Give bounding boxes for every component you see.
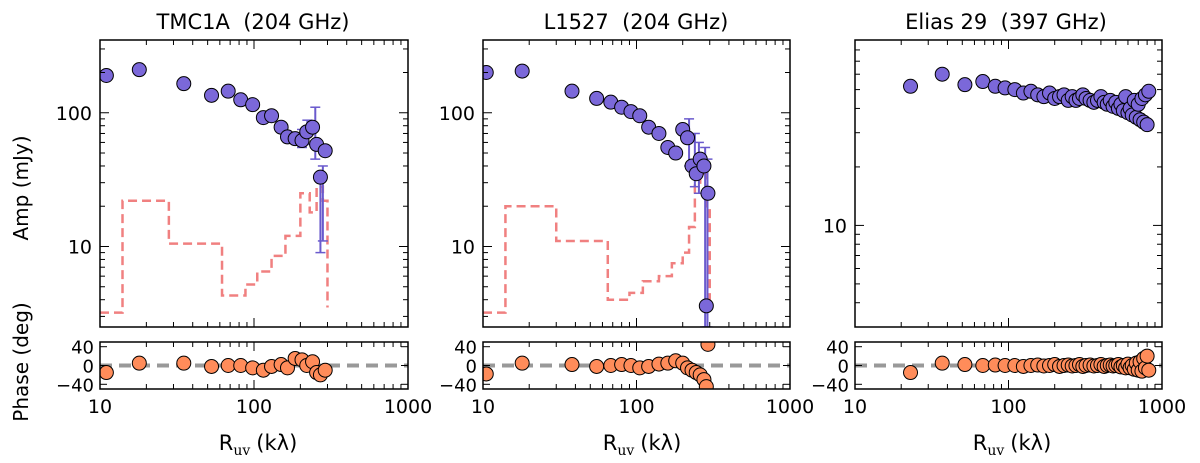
phase-point (589, 358, 605, 374)
data-point (317, 143, 333, 159)
svg-text:Ruv(kλ): Ruv (kλ) (219, 431, 298, 459)
x-tick-label: 100 (990, 396, 1026, 418)
amp-plot-area (903, 66, 1157, 133)
data-point (589, 90, 605, 106)
phase-point (934, 355, 950, 371)
amp-plot-area (483, 63, 716, 327)
xaxis-label-elias29: Ruv (kλ) (973, 431, 1052, 459)
panel-title-tmc1a: TMC1A (204 GHz) (156, 10, 350, 34)
data-point (220, 83, 236, 99)
phase-point (220, 358, 236, 373)
phase-tick-label: −40 (56, 375, 94, 396)
x-tick-label: 1000 (766, 396, 814, 418)
phase-point (100, 365, 114, 381)
xaxis-label-l1527: Ruv (kλ) (603, 431, 682, 459)
phase-tick-label: 40 (71, 338, 94, 359)
data-point (245, 97, 261, 113)
data-point (483, 65, 494, 80)
x-tick-label: 100 (236, 396, 272, 418)
x-tick-label: 10 (471, 396, 495, 418)
x-tick-label: 100 (618, 396, 654, 418)
amp-tick-label: 10 (68, 236, 92, 258)
data-point (700, 185, 716, 201)
data-point (100, 67, 114, 83)
data-point (1141, 83, 1157, 99)
phase-point (1139, 348, 1155, 364)
phase-tick-label: −40 (439, 375, 477, 396)
data-point (934, 66, 950, 82)
data-point (698, 298, 714, 314)
model-step-line (100, 185, 329, 314)
data-point (131, 62, 147, 78)
phase-point (975, 358, 991, 373)
phase-tick-label: 0 (83, 357, 94, 378)
data-point (176, 76, 192, 92)
phase-point (317, 362, 333, 378)
phase-point (514, 355, 530, 371)
phase-plot-area (855, 348, 1162, 381)
phase-tick-label: −40 (811, 375, 849, 396)
data-point (264, 108, 280, 124)
data-point (651, 125, 667, 141)
data-point (514, 63, 530, 79)
data-point (564, 83, 580, 99)
data-point (632, 108, 648, 124)
data-point (957, 77, 973, 93)
data-point (1139, 117, 1155, 133)
x-tick-label: 10 (843, 396, 867, 418)
phase-axis-label: Phase (deg) (9, 302, 33, 421)
data-point (696, 158, 712, 174)
amp-axes-frame (482, 39, 791, 328)
phase-point (903, 365, 919, 381)
phase-tick-label: 40 (826, 338, 849, 359)
phase-point (176, 355, 192, 371)
phase-point (700, 342, 716, 352)
data-point (204, 87, 220, 103)
phase-point (131, 355, 147, 371)
amp-tick-label: 100 (439, 103, 475, 125)
data-point (668, 145, 684, 161)
model-step-line (483, 172, 711, 314)
data-point (975, 74, 991, 90)
amp-tick-label: 100 (56, 103, 92, 125)
phase-point (564, 357, 580, 373)
svg-text:Ruv(kλ): Ruv (kλ) (603, 431, 682, 459)
phase-point (957, 357, 973, 373)
x-tick-label: 1000 (384, 396, 432, 418)
amp-plot-area (100, 62, 333, 314)
data-point (305, 119, 321, 135)
amp-tick-label: 10 (823, 215, 847, 237)
phase-point (204, 358, 220, 374)
x-tick-label: 1000 (1138, 396, 1186, 418)
data-point (312, 169, 328, 185)
xaxis-label-tmc1a: Ruv (kλ) (219, 431, 298, 459)
phase-point (483, 366, 494, 382)
phase-point (1141, 362, 1157, 378)
phase-plot-area (100, 350, 408, 383)
phase-tick-label: 0 (466, 357, 477, 378)
panel-title-l1527: L1527 (204 GHz) (544, 10, 729, 34)
amp-axis-label: Amp (mJy) (9, 135, 33, 240)
data-point (903, 78, 919, 94)
x-tick-label: 10 (88, 396, 112, 418)
phase-tick-label: 40 (454, 338, 477, 359)
panel-title-elias29: Elias 29 (397 GHz) (905, 10, 1107, 34)
data-point (680, 130, 696, 146)
phase-point (698, 379, 714, 389)
phase-plot-area (483, 342, 790, 389)
amp-tick-label: 10 (451, 236, 475, 258)
svg-text:Ruv(kλ): Ruv (kλ) (973, 431, 1052, 459)
phase-tick-label: 0 (838, 357, 849, 378)
